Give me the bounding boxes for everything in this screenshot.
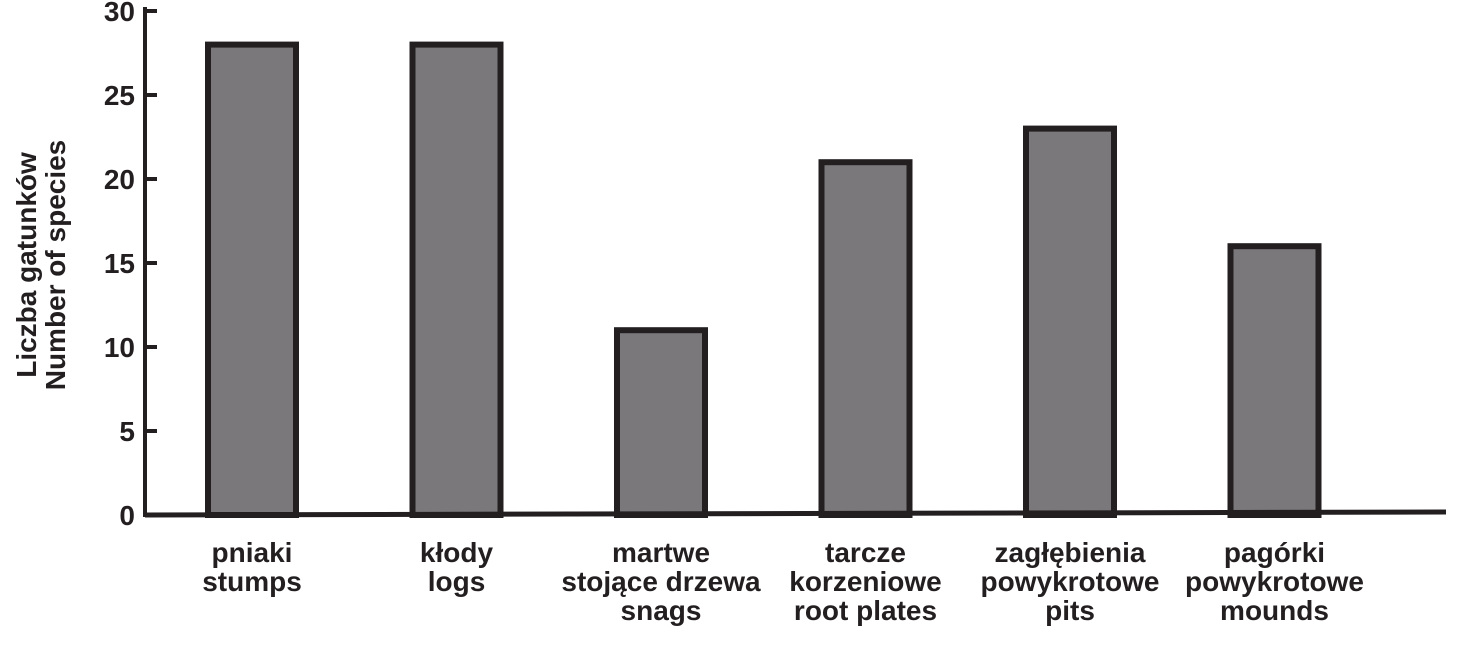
- y-tick-label: 15: [104, 248, 135, 279]
- category-label: martwe stojące drzewa snags: [561, 537, 761, 626]
- x-axis: [144, 509, 1447, 518]
- y-tick-label: 5: [119, 416, 135, 447]
- category-label-line: snags: [621, 595, 702, 626]
- bar: [409, 41, 504, 518]
- bar: [614, 327, 708, 519]
- bar: [205, 41, 299, 518]
- y-axis-title: Liczba gatunkówNumber of species: [11, 140, 71, 391]
- y-tick-label: 25: [104, 80, 135, 111]
- y-tick-label: 30: [104, 0, 135, 27]
- category-label-line: stumps: [202, 566, 302, 597]
- category-label-line: korzeniowe: [789, 566, 941, 597]
- category-label-line: root plates: [794, 595, 937, 626]
- category-label-line: powykrotowe: [981, 566, 1160, 597]
- category-label-line: powykrotowe: [1185, 566, 1364, 597]
- category-label-line: tarcze: [825, 537, 906, 568]
- x-axis-line: [144, 509, 1447, 518]
- bars: [205, 41, 1322, 519]
- bar: [1023, 125, 1117, 518]
- y-axis: 0 5 10 15 20 25 30: [104, 0, 157, 531]
- y-axis-title: Liczba gatunkówNumber of species: [11, 140, 71, 391]
- category-label: pniaki stumps: [202, 537, 302, 597]
- y-tick-label: 0: [119, 500, 135, 531]
- category-labels: pniaki stumps kłody logs martwe stojące drzew…: [202, 537, 1364, 626]
- category-label-line: pits: [1045, 595, 1095, 626]
- y-axis-title-line: Number of species: [40, 140, 71, 391]
- category-label-line: pniaki: [212, 537, 293, 568]
- category-label: pagórki powykrotowe mounds: [1185, 537, 1364, 626]
- category-label-line: kłody: [420, 537, 494, 568]
- y-axis-title-line: Liczba gatunków: [11, 152, 42, 378]
- category-label: zagłębienia powykrotowe pits: [981, 537, 1160, 626]
- y-tick-label: 20: [104, 164, 135, 195]
- category-label-line: stojące drzewa: [561, 566, 761, 597]
- bar: [818, 159, 913, 518]
- category-label-line: zagłębienia: [995, 537, 1146, 568]
- y-tick-label: 10: [104, 332, 135, 363]
- category-label: tarcze korzeniowe root plates: [789, 537, 941, 626]
- category-label-line: pagórki: [1224, 537, 1325, 568]
- category-label-line: logs: [428, 566, 486, 597]
- category-label: kłody logs: [420, 537, 494, 597]
- category-label-line: martwe: [612, 537, 710, 568]
- bar: [1227, 243, 1322, 518]
- category-label-line: mounds: [1220, 595, 1329, 626]
